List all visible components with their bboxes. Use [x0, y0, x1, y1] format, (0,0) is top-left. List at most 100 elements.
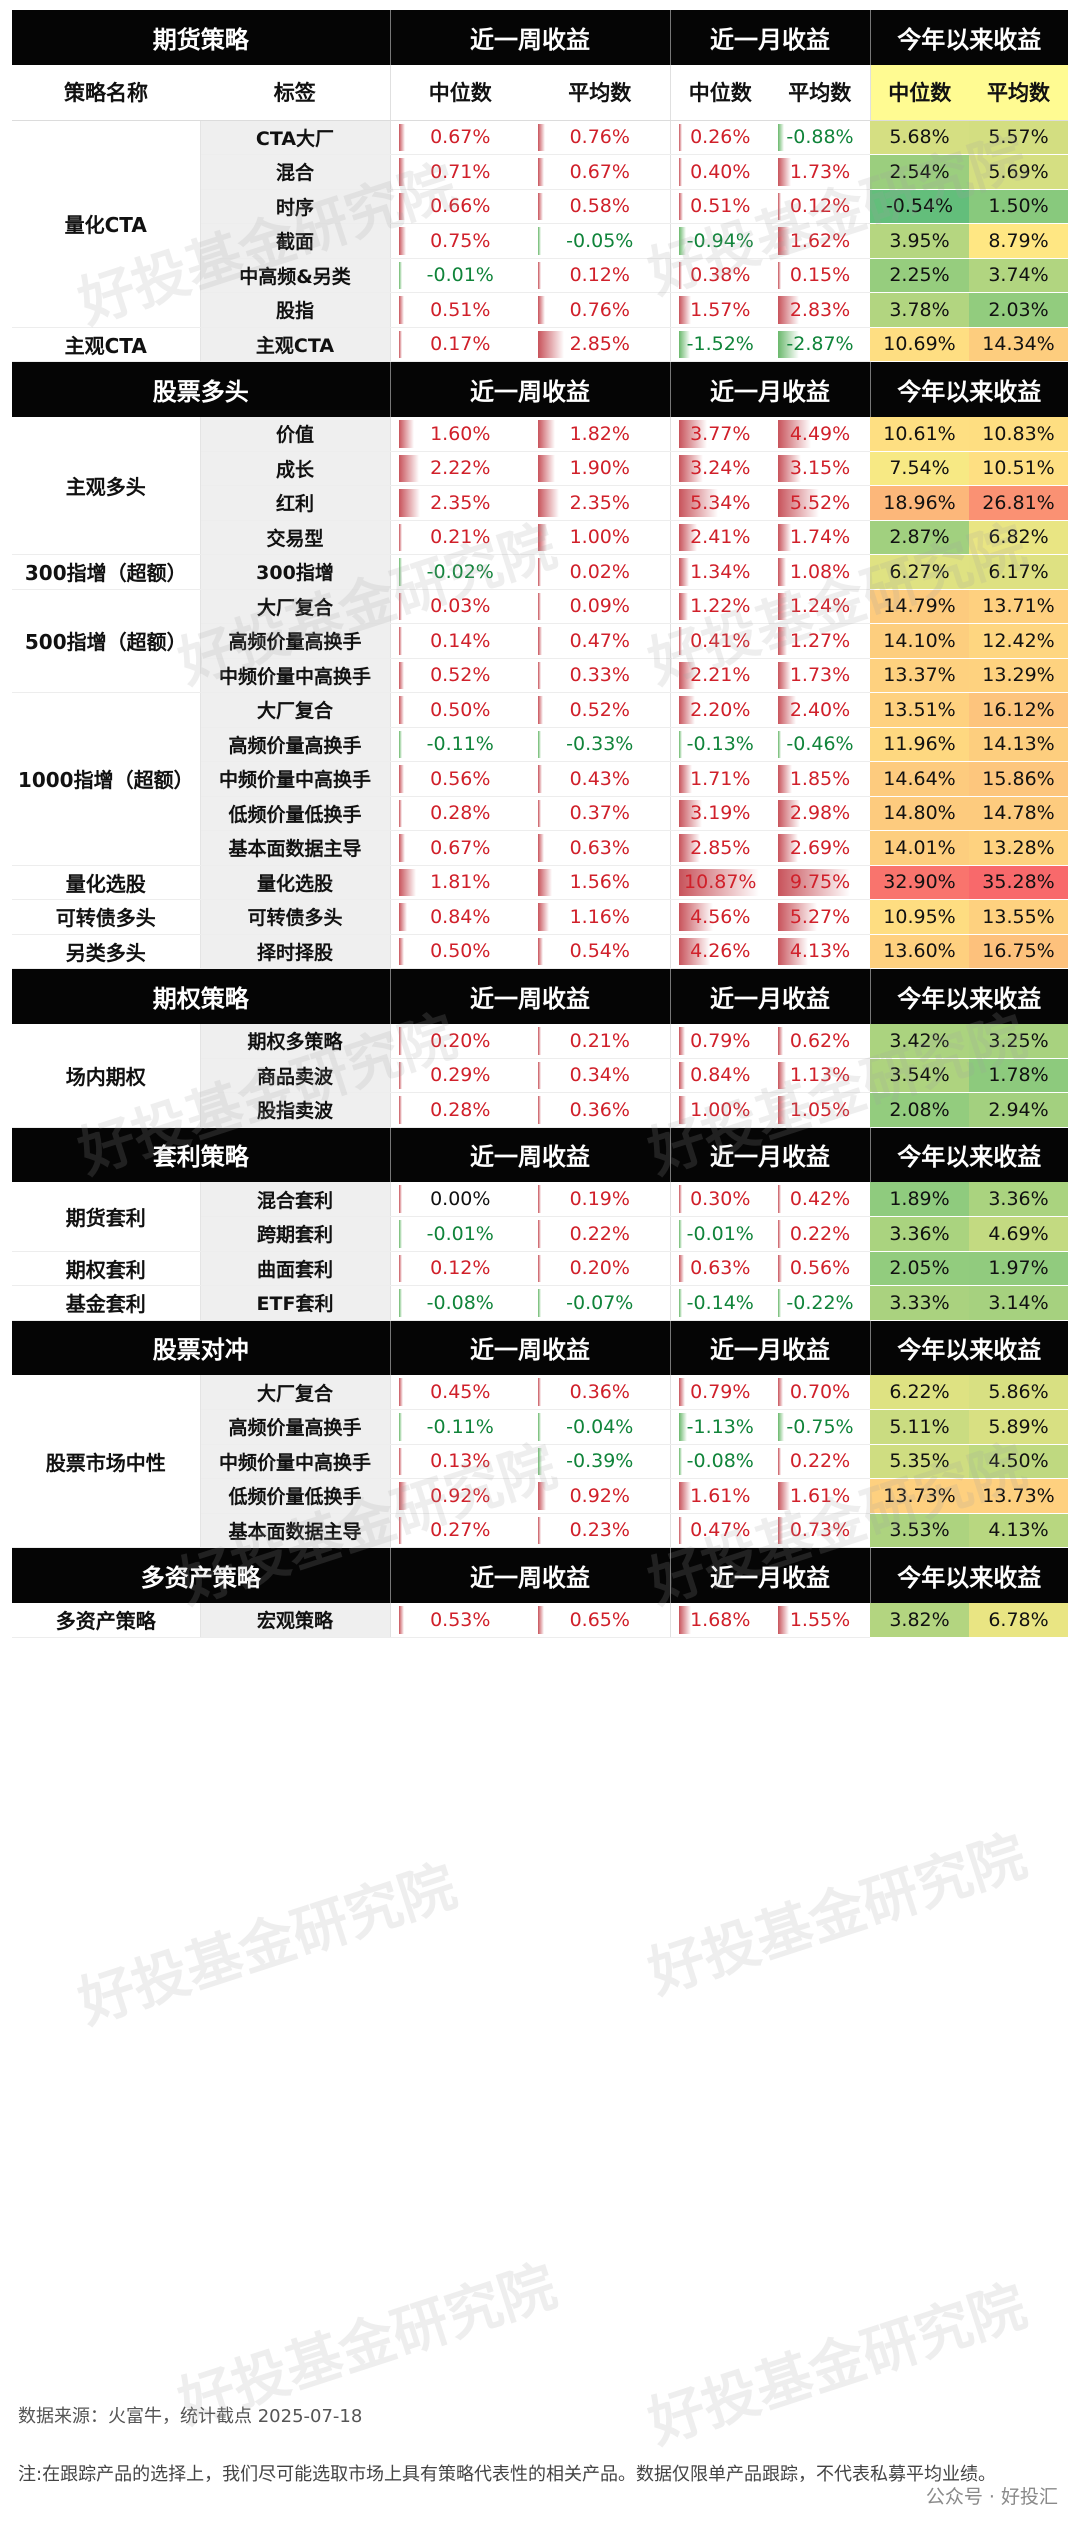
return-cell: 0.53% [389, 1602, 530, 1638]
table-row: 低频价量低换手 0.92% 0.92% 1.61% 1.61% 13.73% 13.73% [12, 1478, 1068, 1514]
return-cell: 0.67% [389, 120, 530, 155]
column-subheader: 平均数 [770, 65, 870, 121]
return-cell: -1.52% [669, 327, 770, 362]
return-cell: 3.15% [770, 451, 870, 486]
column-subheader: 标签 [200, 65, 390, 121]
return-databar [398, 592, 402, 620]
return-databar [538, 123, 545, 151]
return-databar [398, 1516, 402, 1544]
return-value: 0.52% [430, 664, 491, 687]
table-row: 期权套利 曲面套利 0.12% 0.20% 0.63% 0.56% 2.05% 1.97% [12, 1251, 1068, 1286]
strategy-tag: 低频价量低换手 [200, 1478, 390, 1514]
return-cell: 0.58% [530, 189, 670, 224]
return-cell: 2.85% [669, 830, 770, 866]
return-value: 0.02% [569, 560, 630, 583]
return-value: 0.53% [430, 1608, 491, 1631]
return-databar [778, 1254, 782, 1282]
table-row: 主观多头 价值 1.60% 1.82% 3.77% 4.49% 10.61% 10.83% [12, 416, 1068, 555]
return-value: 1.00% [569, 526, 630, 549]
strategy-tag: 股指 [200, 292, 390, 328]
return-databar [778, 765, 792, 793]
return-value: 0.12% [789, 195, 851, 218]
table-row: 交易型 0.21% 1.00% 2.41% 1.74% 2.87% 6.82% [12, 520, 1068, 555]
ytd-return-cell: 2.94% [969, 1092, 1068, 1128]
return-cell: 0.63% [530, 830, 670, 866]
return-value: 1.56% [569, 871, 630, 894]
strategy-tag: 曲面套利 [200, 1251, 390, 1286]
return-databar [538, 454, 555, 482]
return-value: 0.84% [690, 1064, 751, 1087]
return-databar [778, 1378, 783, 1406]
return-cell: 3.24% [669, 451, 770, 486]
return-databar [538, 1413, 541, 1441]
return-cell: -0.01% [669, 1216, 770, 1252]
return-databar [398, 834, 405, 862]
strategy-group-name: 基金套利 [12, 1285, 201, 1321]
return-value: 1.61% [690, 1484, 751, 1507]
return-cell: 0.47% [530, 623, 670, 659]
performance-table-container: 期货策略 近一周收益 近一月收益 今年以来收益 策略名称 标签 中位数 平均数 中位数 平均数 中位… [12, 10, 1068, 1638]
return-cell: -0.94% [669, 223, 770, 259]
return-value: 0.76% [569, 298, 630, 321]
return-cell: 0.34% [530, 1058, 670, 1093]
ytd-return-cell: 5.11% [870, 1409, 969, 1445]
return-databar [678, 799, 702, 827]
week-return-header: 近一周收益 [389, 1547, 670, 1603]
return-value: 0.65% [569, 1608, 630, 1631]
strategy-tag: 基本面数据主导 [200, 1513, 390, 1548]
ytd-return-cell: 8.79% [969, 223, 1068, 259]
month-return-header: 近一月收益 [669, 1127, 870, 1182]
return-value: 1.73% [789, 664, 851, 687]
return-value: 1.90% [569, 457, 630, 480]
ytd-return-cell: 10.51% [969, 451, 1068, 486]
return-cell: 0.21% [530, 1023, 670, 1059]
return-value: 3.15% [789, 457, 851, 480]
ytd-return-cell: 6.17% [969, 554, 1068, 590]
return-databar [398, 730, 402, 758]
ytd-return-cell: 3.54% [870, 1058, 969, 1093]
return-value: 1.57% [690, 298, 751, 321]
return-value: -0.02% [426, 560, 494, 583]
return-databar [398, 1413, 402, 1441]
return-value: 0.36% [569, 1381, 630, 1403]
return-cell: 0.03% [389, 589, 530, 624]
strategy-group-name: 主观多头 [12, 416, 201, 555]
return-value: 0.79% [690, 1029, 751, 1052]
return-value: 0.40% [690, 160, 751, 183]
return-value: -0.04% [566, 1415, 634, 1438]
return-value: 2.85% [690, 836, 751, 859]
return-databar [678, 523, 697, 551]
return-cell: 0.56% [770, 1251, 870, 1286]
table-row: 基本面数据主导 0.27% 0.23% 0.47% 0.73% 3.53% 4.13% [12, 1513, 1068, 1548]
section-header-row: 期权策略 近一周收益 近一月收益 今年以来收益 [12, 968, 1068, 1024]
return-databar [778, 1413, 784, 1441]
return-databar [778, 868, 850, 896]
table-row: 中高频&另类 -0.01% 0.12% 0.38% 0.15% 2.25% 3.74% [12, 258, 1068, 293]
section-header-row: 股票对冲 近一周收益 近一月收益 今年以来收益 [12, 1320, 1068, 1375]
return-cell: 0.56% [389, 761, 530, 797]
table-row: 截面 0.75% -0.05% -0.94% 1.62% 3.95% 8.79% [12, 223, 1068, 259]
return-value: 0.56% [789, 1257, 851, 1280]
strategy-group-name: 500指增（超额） [12, 589, 201, 693]
return-cell: 0.73% [770, 1513, 870, 1548]
ytd-return-cell: 2.03% [969, 292, 1068, 328]
return-cell: 0.54% [530, 934, 670, 969]
column-subheader-row: 策略名称 标签 中位数 平均数 中位数 平均数 中位数 平均数 [12, 65, 1068, 121]
return-cell: -0.75% [770, 1409, 870, 1445]
return-cell: 0.22% [770, 1444, 870, 1479]
strategy-group-name: 1000指增（超额） [12, 692, 201, 866]
return-cell: 0.52% [389, 658, 530, 693]
ytd-return-cell: 14.13% [969, 727, 1068, 762]
ytd-return-cell: 3.42% [870, 1023, 969, 1059]
strategy-tag: 高频价量高换手 [200, 1409, 390, 1445]
return-cell: 2.20% [669, 692, 770, 728]
return-databar [538, 627, 542, 655]
return-databar [538, 834, 544, 862]
return-databar [778, 1447, 781, 1475]
wechat-account-badge: 公众号 · 好投汇 [925, 2486, 1058, 2508]
return-cell: 0.70% [770, 1375, 870, 1410]
section-header-row: 多资产策略 近一周收益 近一月收益 今年以来收益 [12, 1547, 1068, 1603]
table-row: 中频价量中高换手 0.52% 0.33% 2.21% 1.73% 13.37% 13.29% [12, 658, 1068, 693]
ytd-return-cell: 3.95% [870, 223, 969, 259]
return-cell: -0.08% [389, 1285, 530, 1321]
